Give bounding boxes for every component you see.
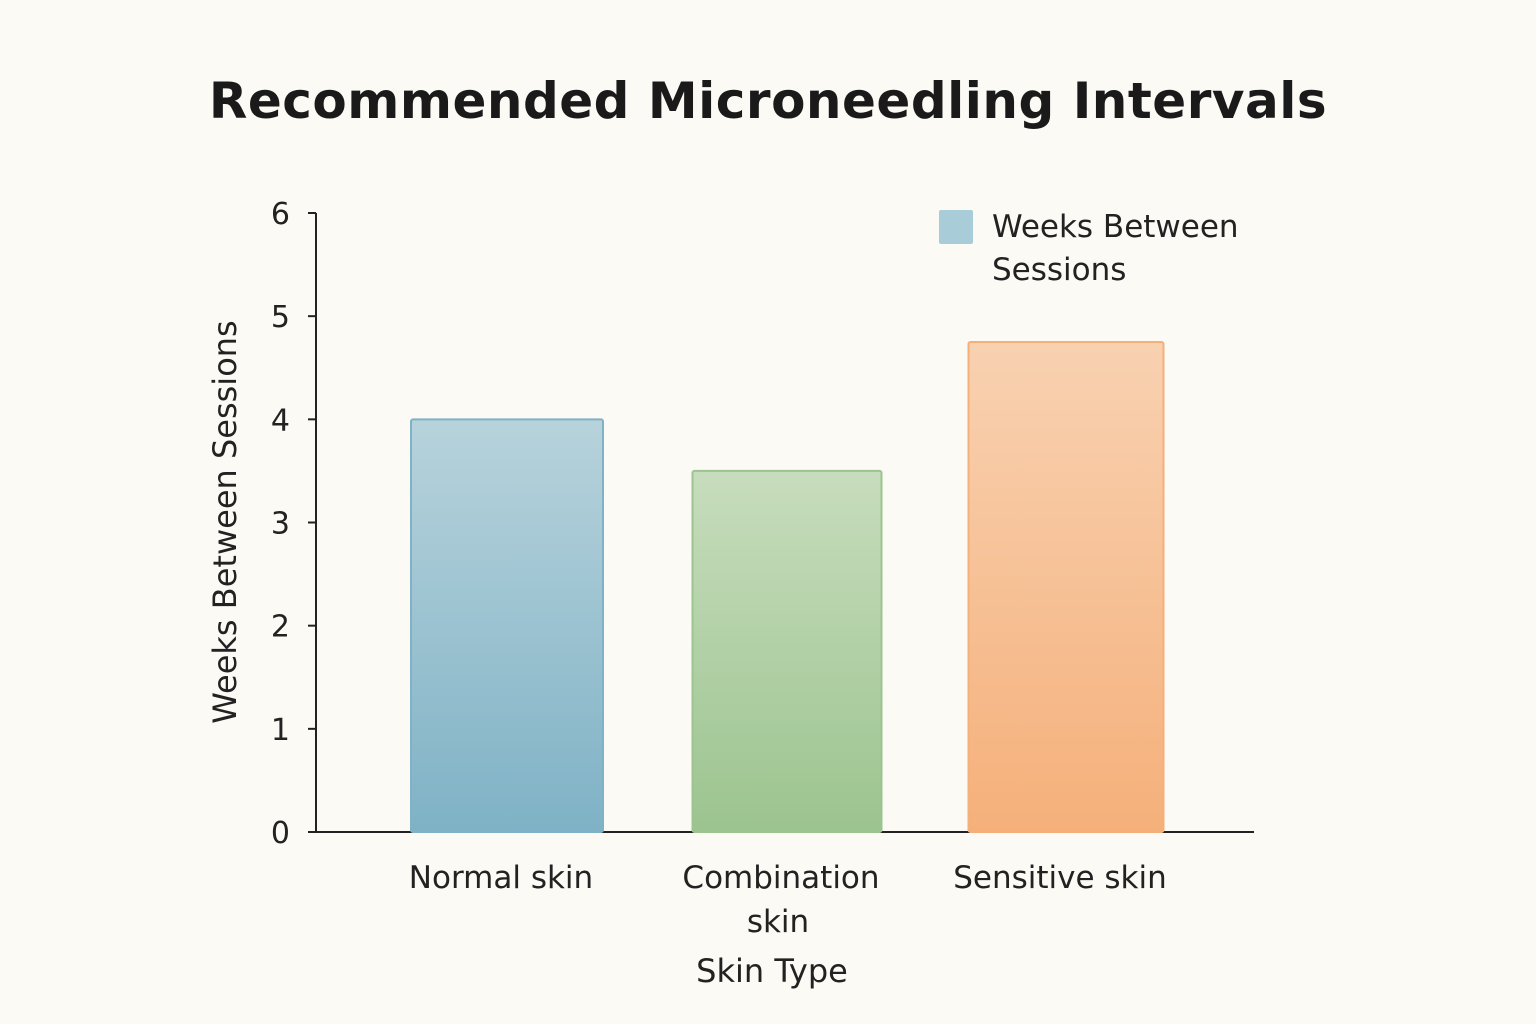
bar-sensitive-skin (967, 340, 1165, 833)
y-tick-label: 5 (271, 300, 290, 335)
chart-title: Recommended Microneedling Intervals (208, 72, 1328, 130)
y-tick-label: 3 (271, 507, 290, 542)
y-tick-label: 6 (271, 197, 290, 232)
x-tick-label: skin (747, 904, 809, 940)
y-tick-label: 2 (271, 610, 290, 645)
y-axis-label: Weeks Between Sessions (206, 320, 244, 723)
x-tick-label: Normal skin (409, 860, 593, 896)
y-tick-label: 4 (271, 403, 290, 438)
x-axis-label: Skin Type (696, 952, 848, 990)
bar-combination-skin (691, 469, 883, 833)
legend-label: Sessions (992, 252, 1126, 288)
y-tick-label: 1 (271, 713, 290, 748)
y-tick-label: 0 (271, 816, 290, 851)
x-tick-label: Sensitive skin (953, 860, 1167, 896)
legend-swatch (939, 210, 973, 244)
legend-label: Weeks Between (992, 209, 1239, 245)
x-tick-label: Combination (682, 860, 879, 896)
bar-normal-skin (410, 418, 604, 833)
